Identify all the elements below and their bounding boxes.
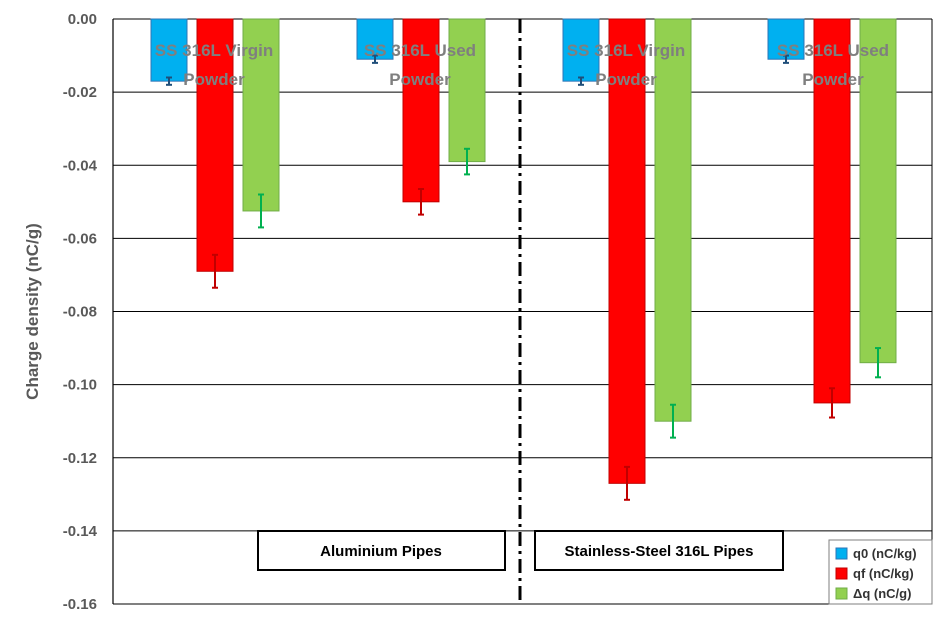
legend-label: qf (nC/kg): [853, 566, 914, 581]
bar: [196, 18, 234, 272]
bar: [813, 18, 851, 404]
y-tick-label: -0.14: [63, 523, 98, 540]
category-label: SS 316L Virgin: [567, 41, 685, 60]
bar: [767, 18, 805, 60]
legend-label: q0 (nC/kg): [853, 546, 917, 561]
category-label: SS 316L Virgin: [155, 41, 273, 60]
legend-swatch: [835, 587, 848, 600]
bar: [654, 18, 692, 422]
group-label: Aluminium Pipes: [320, 543, 442, 560]
group-label: Stainless-Steel 316L Pipes: [565, 543, 754, 560]
y-tick-label: -0.16: [63, 596, 97, 613]
group-label-box: [257, 530, 506, 571]
y-tick-label: -0.02: [63, 84, 97, 101]
legend-swatch: [835, 547, 848, 560]
category-label: Powder: [802, 70, 864, 89]
category-label: Powder: [183, 70, 245, 89]
y-tick-label: -0.04: [63, 157, 98, 174]
y-tick-label: -0.08: [63, 304, 97, 321]
y-tick-label: -0.10: [63, 377, 97, 394]
legend-swatch: [835, 567, 848, 580]
bar: [356, 18, 394, 60]
bar: [242, 18, 280, 212]
category-label: SS 316L Used: [364, 41, 476, 60]
category-label: Powder: [389, 70, 451, 89]
category-label: SS 316L Used: [777, 41, 889, 60]
bar: [402, 18, 440, 203]
y-tick-label: -0.06: [63, 230, 97, 247]
y-tick-label: -0.12: [63, 450, 97, 467]
bar: [150, 18, 188, 82]
legend-label: Δq (nC/g): [853, 586, 911, 601]
bar: [608, 18, 646, 484]
bar: [448, 18, 486, 163]
y-axis-title: Charge density (nC/g): [23, 223, 42, 400]
category-label: Powder: [595, 70, 657, 89]
bar: [562, 18, 600, 82]
group-label-box: [534, 530, 784, 571]
bar: [859, 18, 897, 364]
y-tick-label: 0.00: [68, 11, 97, 28]
